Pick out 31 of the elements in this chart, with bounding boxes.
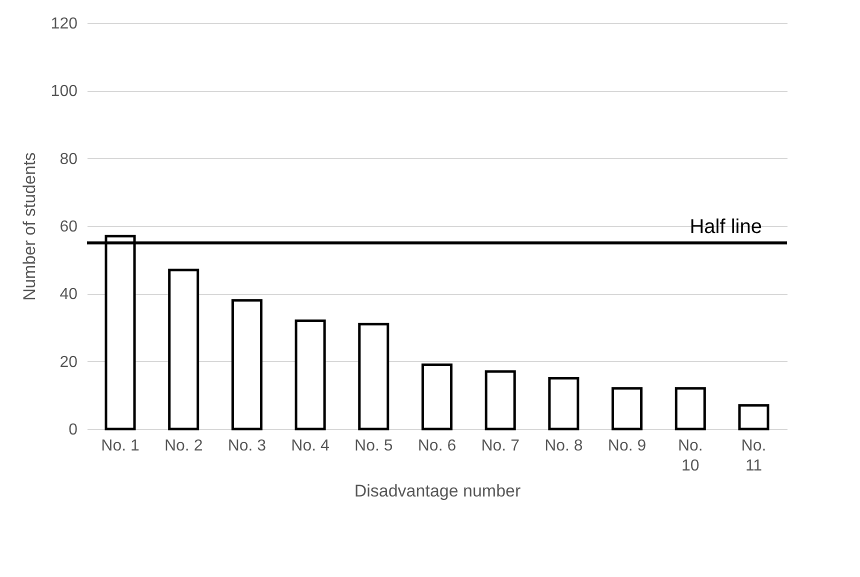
ref-line-label: Half line	[690, 216, 762, 238]
bar	[548, 377, 580, 430]
x-tick-label: No. 5	[354, 438, 393, 454]
y-tick-label: 0	[68, 422, 78, 438]
x-tick-label: No. 10	[678, 438, 703, 474]
x-tick-label: No. 2	[164, 438, 203, 454]
bar	[168, 268, 200, 430]
y-tick-label: 120	[50, 16, 78, 32]
x-tick-label: No. 4	[291, 438, 330, 454]
x-tick-label: No. 7	[481, 438, 520, 454]
x-tick-label: No. 9	[608, 438, 646, 454]
bar	[484, 370, 516, 430]
y-axis-title: Number of students	[20, 152, 39, 301]
x-tick-label: No. 3	[228, 438, 266, 454]
bar	[674, 387, 706, 430]
y-tick-label: 60	[60, 218, 78, 236]
x-tick-label: No. 6	[418, 438, 456, 454]
x-axis-title: Disadvantage number	[354, 482, 521, 500]
y-tick-label: 100	[50, 83, 78, 100]
bar	[738, 404, 770, 430]
bar	[231, 299, 262, 430]
bar	[358, 322, 390, 430]
y-tick-label: 40	[60, 286, 78, 304]
x-tick-label: No. 8	[544, 438, 583, 454]
bar	[294, 319, 326, 430]
y-tick-label: 80	[60, 150, 78, 168]
bar	[421, 363, 453, 430]
x-tick-label: No. 11	[741, 438, 766, 474]
y-tick-label: 20	[60, 354, 78, 371]
x-tick-label: No. 1	[101, 438, 140, 454]
bar	[612, 387, 643, 430]
